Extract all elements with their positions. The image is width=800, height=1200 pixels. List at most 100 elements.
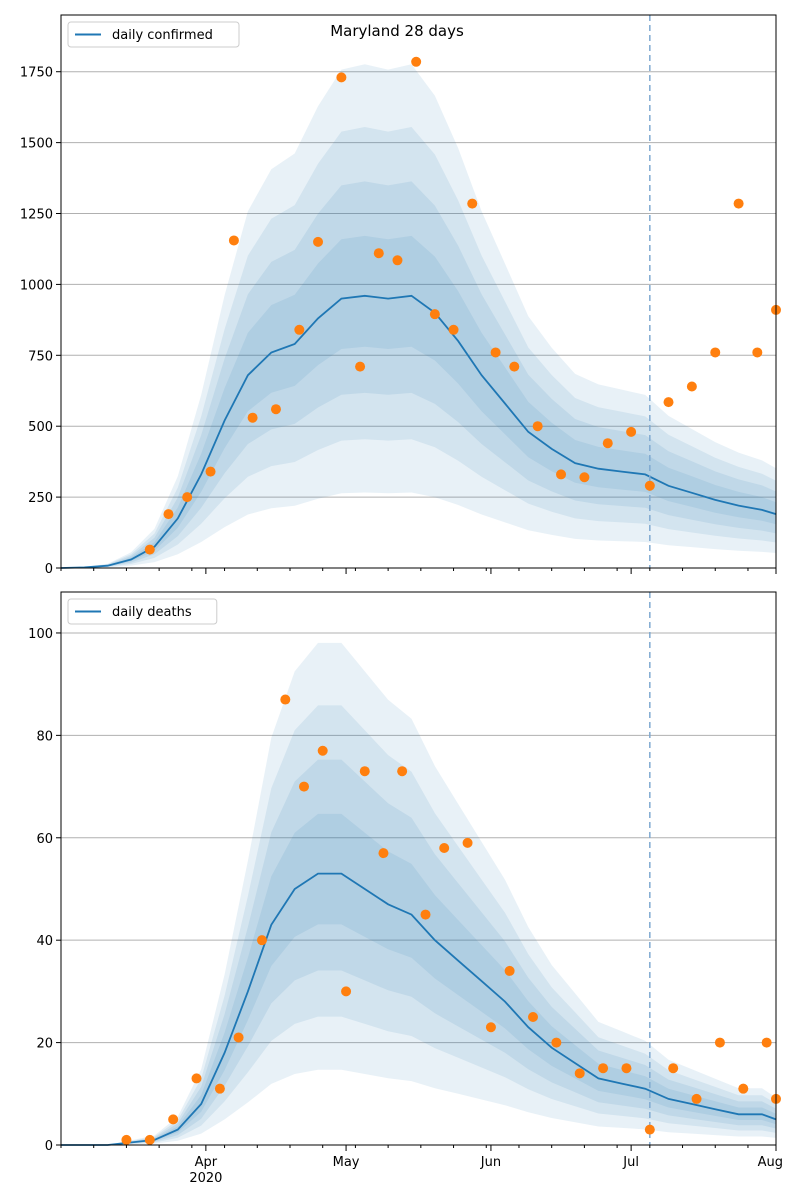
series-line [61, 872, 777, 1146]
data-point [644, 1124, 655, 1135]
confirmed-panel: 0 250 500 750 1000 1250 1500 1750 daily confirme… [20, 14, 781, 577]
data-point [752, 347, 763, 358]
x-tick-label: Jun [480, 1155, 501, 1170]
data-point [738, 1083, 749, 1094]
data-point [598, 1063, 609, 1074]
data-point [439, 843, 450, 854]
plot-frame [60, 14, 777, 569]
data-point [691, 1093, 702, 1104]
y-tick-label: 1000 [20, 278, 53, 293]
uncertainty-band [61, 759, 776, 1145]
x-year-label: 2020 [189, 1171, 222, 1186]
data-point [602, 438, 613, 449]
data-point [270, 404, 281, 415]
y-tick-label: 0 [45, 562, 53, 577]
y-tick-label: 1500 [20, 137, 53, 152]
data-point [233, 1032, 244, 1043]
data-point [710, 347, 721, 358]
y-tick-label: 20 [36, 1037, 53, 1052]
data-point [355, 361, 366, 372]
plot-frame [60, 591, 777, 1146]
data-point [313, 236, 324, 247]
legend-label: daily confirmed [112, 28, 213, 43]
data-point [373, 248, 384, 259]
y-tick-label: 1250 [20, 208, 53, 223]
data-point [556, 469, 567, 480]
data-point [163, 509, 174, 520]
data-point [714, 1037, 725, 1048]
data-point [420, 909, 431, 920]
x-tick-label: Apr [195, 1155, 218, 1170]
data-point [121, 1134, 132, 1145]
data-point [626, 426, 637, 437]
deaths-panel: 0 20 40 60 80 100 Apr May Jun Jul Aug 2020 daily dea… [28, 591, 783, 1186]
legend-frame [67, 598, 218, 625]
data-point [280, 694, 291, 705]
data-point [336, 72, 347, 83]
y-tick-label: 500 [28, 420, 53, 435]
data-point [294, 324, 305, 335]
data-point [509, 361, 520, 372]
data-point [621, 1063, 632, 1074]
data-point [429, 309, 440, 320]
x-tick-label: Jul [622, 1155, 639, 1170]
data-point [462, 837, 473, 848]
data-point [490, 347, 501, 358]
data-point [663, 397, 674, 408]
data-point [299, 781, 310, 792]
data-point [527, 1011, 538, 1022]
data-point [668, 1063, 679, 1074]
legend-frame [67, 21, 240, 48]
data-point [485, 1022, 496, 1033]
data-point [579, 472, 590, 483]
data-point [317, 745, 328, 756]
data-point [397, 766, 408, 777]
legend-label: daily deaths [112, 605, 192, 620]
y-tick-label: 0 [45, 1139, 53, 1154]
y-tick-label: 100 [28, 627, 53, 642]
data-point [191, 1073, 202, 1084]
data-point [341, 986, 352, 997]
uncertainty-band [61, 235, 776, 568]
x-tick-label: Aug [758, 1155, 783, 1170]
data-point [392, 255, 403, 266]
data-point [504, 965, 515, 976]
legend: daily deaths [67, 598, 218, 625]
data-point [168, 1114, 179, 1125]
data-point [247, 412, 258, 423]
series-line [60, 294, 777, 569]
uncertainty-band [61, 181, 776, 568]
x-tick-label: May [333, 1155, 360, 1170]
uncertainty-band [61, 127, 776, 568]
y-tick-label: 1750 [20, 66, 53, 81]
y-tick-label: 60 [36, 832, 53, 847]
uncertainty-band [61, 64, 776, 569]
data-point [359, 766, 370, 777]
data-point [378, 848, 389, 859]
data-point [733, 198, 744, 209]
data-point [144, 544, 155, 555]
data-point [205, 466, 216, 477]
data-point [144, 1134, 155, 1145]
uncertainty-band [61, 642, 776, 1145]
data-point [551, 1037, 562, 1048]
data-point [532, 421, 543, 432]
legend: daily confirmed [67, 21, 240, 48]
y-tick-label: 80 [36, 729, 53, 744]
data-point [686, 381, 697, 392]
data-point [467, 198, 478, 209]
data-point [228, 235, 239, 246]
data-point [411, 56, 422, 67]
y-tick-label: 40 [36, 934, 53, 949]
data-point [448, 324, 459, 335]
data-point [761, 1037, 772, 1048]
data-point [574, 1068, 585, 1079]
data-point [256, 935, 267, 946]
data-point [214, 1083, 225, 1094]
data-point [644, 480, 655, 491]
data-point [182, 492, 193, 503]
y-tick-label: 750 [28, 349, 53, 364]
y-tick-label: 250 [28, 491, 53, 506]
uncertainty-band [61, 813, 776, 1145]
